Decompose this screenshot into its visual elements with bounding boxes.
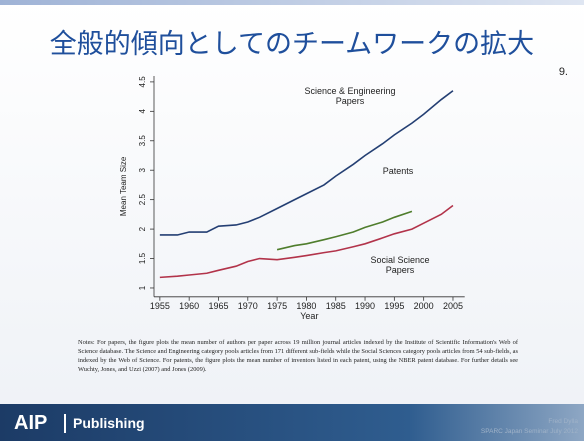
x-tick-label: 1975 xyxy=(267,301,287,311)
y-tick-label: 3.5 xyxy=(138,135,147,147)
x-tick-label: 1970 xyxy=(238,301,258,311)
x-tick-label: 1965 xyxy=(208,301,228,311)
slide-title: 全般的傾向としてのチームワークの拡大 xyxy=(49,29,535,60)
x-tick-label: 1960 xyxy=(179,301,199,311)
x-tick-label: 1955 xyxy=(150,301,170,311)
x-tick-label: 2005 xyxy=(443,301,463,311)
notes: Notes: For papers, the figure plots the … xyxy=(78,339,518,373)
series-label: Patents xyxy=(382,166,414,176)
series-line xyxy=(159,204,454,279)
x-tick-label: 1995 xyxy=(384,301,404,311)
series-line xyxy=(159,90,454,236)
x-tick-label: 1985 xyxy=(326,301,346,311)
y-tick-label: 1 xyxy=(138,285,147,290)
series-label: Science & Engineering Papers xyxy=(304,86,396,106)
slide-number: 9. xyxy=(558,66,568,78)
series-label: Social Science Papers xyxy=(370,255,430,275)
separator xyxy=(64,414,66,433)
event: SPARC Japan Seminar July 2012 xyxy=(480,428,578,435)
y-tick-label: 4 xyxy=(138,109,147,114)
y-axis-label: Mean Team Size xyxy=(119,156,128,216)
y-tick-label: 2 xyxy=(138,226,147,231)
top-bar xyxy=(0,0,584,5)
x-tick-label: 1980 xyxy=(296,301,316,311)
series-line xyxy=(276,210,413,251)
y-tick-label: 4.5 xyxy=(138,76,147,88)
y-tick-label: 3 xyxy=(138,167,147,172)
x-tick-label: 2000 xyxy=(414,301,434,311)
presenter: Fred Dylla xyxy=(548,418,578,425)
product: Publishing xyxy=(73,415,145,431)
y-tick-label: 1.5 xyxy=(138,252,147,264)
footer: AIP Publishing Fred Dylla SPARC Japan Se… xyxy=(0,404,584,441)
y-tick-label: 2.5 xyxy=(138,194,147,206)
x-axis-label: Year xyxy=(300,311,318,321)
brand: AIP xyxy=(14,412,48,434)
chart: 1 1.5 2 2.5 3 3.5 4 4.5 1955 1960 1965 1970 1975 1980… xyxy=(119,76,465,321)
x-tick-label: 1990 xyxy=(355,301,375,311)
